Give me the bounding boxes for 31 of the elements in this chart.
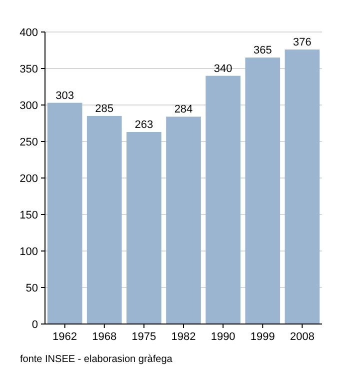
bar: [206, 76, 240, 324]
x-tick-label: 1968: [92, 331, 117, 343]
y-tick-label: 100: [20, 246, 38, 258]
data-label: 376: [293, 36, 312, 49]
x-tick-label: 2008: [290, 331, 314, 343]
x-tick-label: 1962: [52, 331, 78, 343]
y-tick-label: 350: [20, 63, 38, 76]
y-tick-label: 200: [20, 172, 38, 185]
data-label: 340: [214, 62, 232, 75]
y-tick-label: 250: [20, 136, 38, 148]
data-label: 365: [253, 44, 272, 57]
y-tick-label: 50: [26, 282, 38, 294]
bar: [245, 58, 280, 324]
x-tick-label: 1975: [132, 331, 156, 343]
bar: [86, 116, 122, 324]
data-label: 303: [56, 90, 74, 102]
data-label: 285: [95, 102, 114, 115]
y-tick-label: 150: [20, 209, 38, 222]
x-tick-label: 1999: [250, 331, 275, 343]
bar: [166, 116, 201, 324]
x-tick-label: 1982: [171, 331, 196, 343]
bar: [284, 50, 320, 324]
data-label: 284: [174, 104, 193, 116]
data-label: 263: [134, 119, 154, 132]
y-tick-label: 0: [32, 318, 38, 331]
source-note: fonte INSEE - elaborasion gràfega: [20, 354, 173, 365]
bar: [47, 102, 82, 324]
y-tick-label: 300: [20, 100, 38, 112]
x-tick-label: 1990: [210, 331, 236, 343]
y-tick-label: 400: [20, 26, 38, 39]
bar: [126, 132, 162, 324]
